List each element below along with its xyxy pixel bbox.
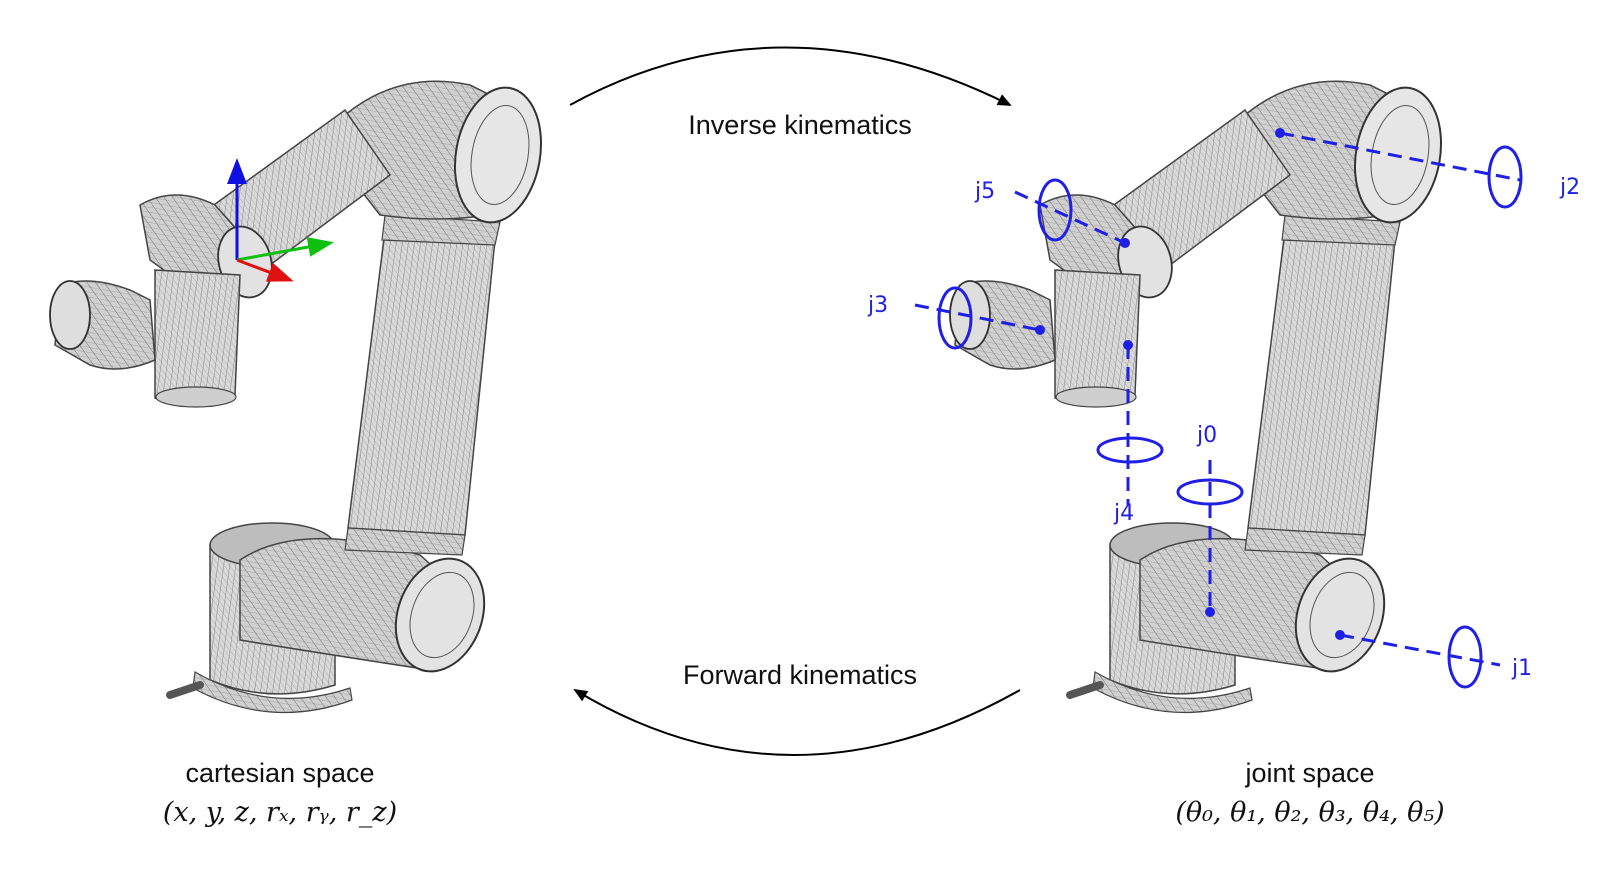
joint-label-j5: j5	[974, 179, 995, 204]
joint-label-j4: j4	[1113, 501, 1134, 526]
inverse-kinematics-arrow	[569, 46, 1012, 106]
joint-space-coordinates: (θ₀, θ₁, θ₂, θ₃, θ₄, θ₅)	[1175, 797, 1445, 828]
joint-label-j0: j0	[1196, 423, 1217, 448]
forward-kinematics-arrow	[573, 688, 1021, 756]
tool-frame-axes	[227, 158, 334, 282]
joint-label-j1: j1	[1511, 656, 1532, 681]
forward-kinematics-label: Forward kinematics	[682, 660, 918, 690]
joint-j2	[1275, 128, 1523, 209]
y-axis	[236, 237, 334, 262]
joint-j0	[1176, 460, 1244, 617]
cartesian-space-caption: cartesian space (x, y, z, rₓ, rᵧ, r_z)	[120, 758, 440, 828]
x-axis	[236, 258, 294, 282]
joint-label-j2: j2	[1559, 175, 1580, 200]
inverse-kinematics-label: Inverse kinematics	[688, 110, 912, 140]
cartesian-space-label: cartesian space	[185, 758, 375, 788]
right-robot-arm	[950, 81, 1451, 713]
left-robot-arm	[50, 81, 551, 713]
joint-j1	[1335, 625, 1501, 689]
cartesian-space-coordinates: (x, y, z, rₓ, rᵧ, r_z)	[162, 797, 398, 828]
joint-j4	[1096, 340, 1164, 505]
joint-axes	[914, 128, 1523, 689]
joint-j5	[1014, 178, 1130, 248]
joint-space-caption: joint space (θ₀, θ₁, θ₂, θ₃, θ₄, θ₅)	[1120, 758, 1500, 828]
joint-label-j3: j3	[867, 293, 888, 318]
joint-space-label: joint space	[1245, 758, 1375, 788]
joint-j3	[914, 286, 1045, 350]
